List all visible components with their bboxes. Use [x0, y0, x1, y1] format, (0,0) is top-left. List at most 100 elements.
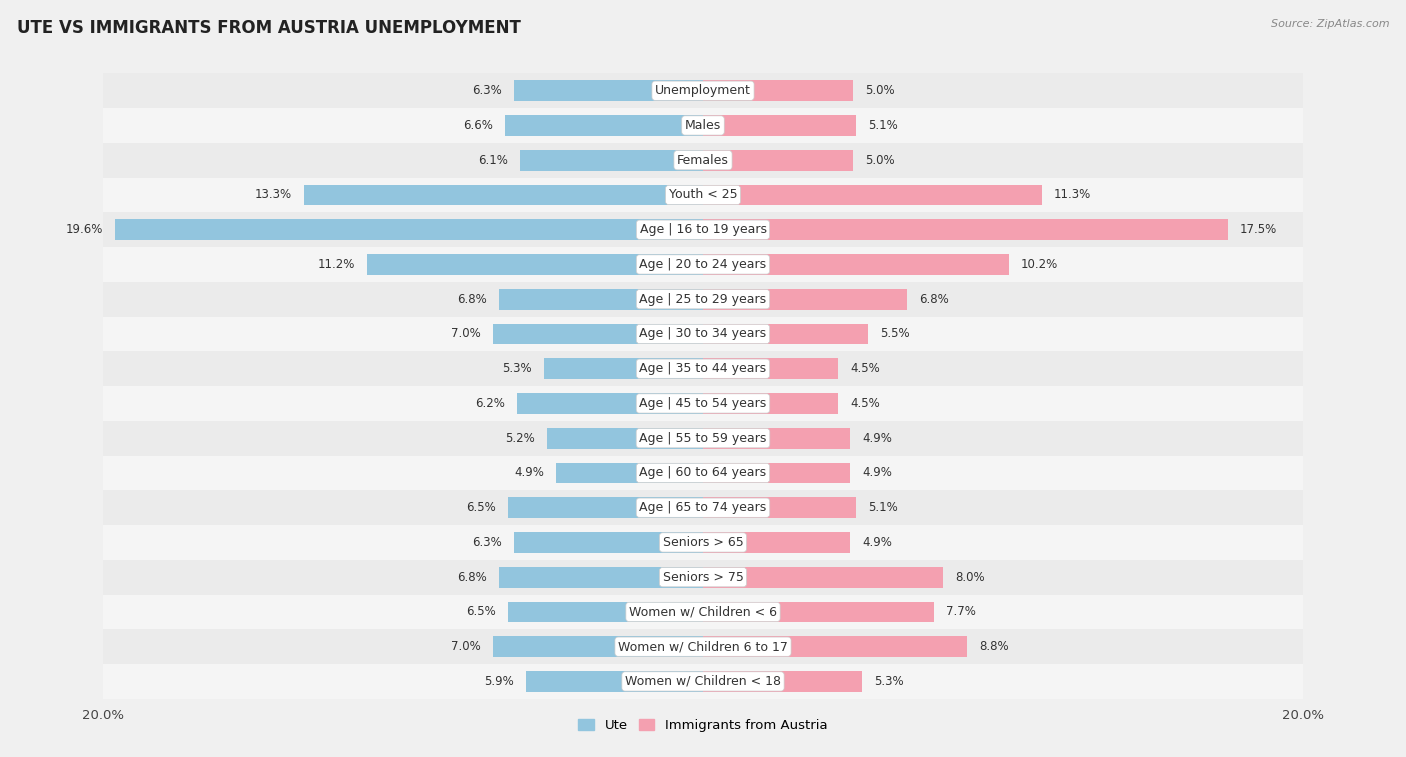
- Bar: [103, 247, 1303, 282]
- Bar: [703, 150, 853, 170]
- Text: 6.3%: 6.3%: [472, 536, 502, 549]
- Text: 6.6%: 6.6%: [463, 119, 494, 132]
- Bar: [515, 532, 703, 553]
- Text: 4.5%: 4.5%: [851, 362, 880, 375]
- Bar: [494, 323, 703, 344]
- Bar: [703, 671, 862, 692]
- Bar: [703, 185, 1042, 205]
- Bar: [703, 567, 943, 587]
- Bar: [499, 288, 703, 310]
- Bar: [703, 80, 853, 101]
- Bar: [103, 73, 1303, 108]
- Bar: [103, 456, 1303, 491]
- Text: Males: Males: [685, 119, 721, 132]
- Text: 5.2%: 5.2%: [505, 431, 536, 444]
- Text: 6.5%: 6.5%: [467, 606, 496, 618]
- Bar: [703, 393, 838, 414]
- Bar: [547, 428, 703, 449]
- Text: 4.9%: 4.9%: [862, 431, 891, 444]
- Bar: [517, 393, 703, 414]
- Bar: [703, 532, 851, 553]
- Text: 6.1%: 6.1%: [478, 154, 508, 167]
- Text: Seniors > 75: Seniors > 75: [662, 571, 744, 584]
- Bar: [103, 282, 1303, 316]
- Text: UTE VS IMMIGRANTS FROM AUSTRIA UNEMPLOYMENT: UTE VS IMMIGRANTS FROM AUSTRIA UNEMPLOYM…: [17, 19, 520, 37]
- Bar: [526, 671, 703, 692]
- Bar: [703, 636, 967, 657]
- Bar: [703, 428, 851, 449]
- Text: Age | 60 to 64 years: Age | 60 to 64 years: [640, 466, 766, 479]
- Bar: [703, 220, 1227, 240]
- Text: 5.0%: 5.0%: [865, 84, 894, 97]
- Bar: [703, 323, 868, 344]
- Text: 6.3%: 6.3%: [472, 84, 502, 97]
- Text: 5.1%: 5.1%: [868, 501, 897, 514]
- Text: 4.9%: 4.9%: [862, 536, 891, 549]
- Text: 6.5%: 6.5%: [467, 501, 496, 514]
- Bar: [703, 358, 838, 379]
- Text: 6.2%: 6.2%: [475, 397, 505, 410]
- Text: Age | 20 to 24 years: Age | 20 to 24 years: [640, 258, 766, 271]
- Text: 13.3%: 13.3%: [254, 188, 292, 201]
- Text: Age | 35 to 44 years: Age | 35 to 44 years: [640, 362, 766, 375]
- Text: 11.2%: 11.2%: [318, 258, 356, 271]
- Bar: [515, 80, 703, 101]
- Bar: [499, 567, 703, 587]
- Bar: [103, 178, 1303, 212]
- Text: 6.8%: 6.8%: [457, 293, 486, 306]
- Bar: [304, 185, 703, 205]
- Text: 5.3%: 5.3%: [502, 362, 531, 375]
- Bar: [103, 421, 1303, 456]
- Text: 4.9%: 4.9%: [862, 466, 891, 479]
- Text: 4.5%: 4.5%: [851, 397, 880, 410]
- Text: 17.5%: 17.5%: [1240, 223, 1277, 236]
- Bar: [367, 254, 703, 275]
- Text: Seniors > 65: Seniors > 65: [662, 536, 744, 549]
- Bar: [494, 636, 703, 657]
- Bar: [508, 497, 703, 518]
- Text: 7.7%: 7.7%: [946, 606, 976, 618]
- Text: Age | 65 to 74 years: Age | 65 to 74 years: [640, 501, 766, 514]
- Text: 6.8%: 6.8%: [457, 571, 486, 584]
- Text: Source: ZipAtlas.com: Source: ZipAtlas.com: [1271, 19, 1389, 29]
- Text: Age | 16 to 19 years: Age | 16 to 19 years: [640, 223, 766, 236]
- Text: 7.0%: 7.0%: [451, 640, 481, 653]
- Bar: [703, 254, 1010, 275]
- Bar: [103, 386, 1303, 421]
- Bar: [103, 560, 1303, 594]
- Text: 11.3%: 11.3%: [1054, 188, 1091, 201]
- Text: 5.5%: 5.5%: [880, 328, 910, 341]
- Bar: [103, 143, 1303, 178]
- Bar: [103, 664, 1303, 699]
- Text: 19.6%: 19.6%: [66, 223, 103, 236]
- Bar: [103, 629, 1303, 664]
- Text: 5.0%: 5.0%: [865, 154, 894, 167]
- Text: Age | 55 to 59 years: Age | 55 to 59 years: [640, 431, 766, 444]
- Text: 5.3%: 5.3%: [875, 675, 904, 688]
- Bar: [703, 602, 934, 622]
- Bar: [103, 108, 1303, 143]
- Bar: [103, 316, 1303, 351]
- Text: Age | 25 to 29 years: Age | 25 to 29 years: [640, 293, 766, 306]
- Text: 5.9%: 5.9%: [484, 675, 515, 688]
- Bar: [115, 220, 703, 240]
- Text: 6.8%: 6.8%: [920, 293, 949, 306]
- Bar: [103, 594, 1303, 629]
- Text: Women w/ Children < 6: Women w/ Children < 6: [628, 606, 778, 618]
- Bar: [703, 463, 851, 484]
- Bar: [544, 358, 703, 379]
- Text: 7.0%: 7.0%: [451, 328, 481, 341]
- Bar: [508, 602, 703, 622]
- Bar: [103, 212, 1303, 247]
- Bar: [103, 491, 1303, 525]
- Text: Unemployment: Unemployment: [655, 84, 751, 97]
- Bar: [703, 115, 856, 136]
- Bar: [103, 525, 1303, 560]
- Bar: [520, 150, 703, 170]
- Text: Age | 45 to 54 years: Age | 45 to 54 years: [640, 397, 766, 410]
- Bar: [505, 115, 703, 136]
- Bar: [703, 288, 907, 310]
- Text: Age | 30 to 34 years: Age | 30 to 34 years: [640, 328, 766, 341]
- Text: Women w/ Children 6 to 17: Women w/ Children 6 to 17: [619, 640, 787, 653]
- Text: 10.2%: 10.2%: [1021, 258, 1059, 271]
